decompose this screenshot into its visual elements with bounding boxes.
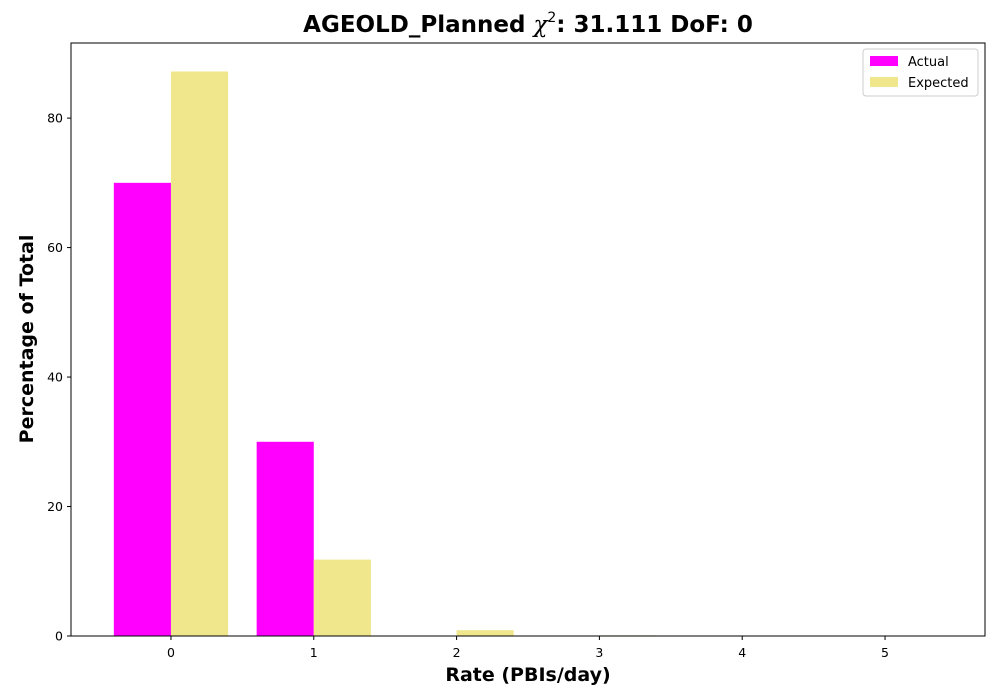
plot-frame (70, 42, 986, 637)
x-tick-label: 5 (881, 645, 889, 660)
chart-title-prefix: AGEOLD_Planned (303, 12, 533, 38)
y-tick-label: 40 (47, 370, 63, 385)
chart-title: AGEOLD_Planned χ2: 31.111 DoF: 0 (303, 10, 753, 38)
y-tick-label: 60 (47, 240, 63, 255)
y-axis-ticks: 0 20 40 60 80 (47, 111, 71, 644)
y-tick-label: 0 (55, 629, 63, 644)
x-tick-label: 0 (167, 645, 175, 660)
x-tick-label: 2 (453, 645, 461, 660)
chart-title-suffix: : 31.111 DoF: 0 (556, 12, 753, 38)
x-tick-label: 3 (595, 645, 603, 660)
x-tick-label: 1 (310, 645, 318, 660)
x-axis-ticks: 0 1 2 3 4 5 (167, 636, 889, 660)
y-axis-label: Percentage of Total (16, 235, 38, 444)
legend-swatch-actual (870, 56, 898, 66)
x-axis-label: Rate (PBIs/day) (445, 664, 610, 686)
bars-group (113, 71, 657, 637)
x-tick-label: 4 (738, 645, 746, 660)
legend: Actual Expected (862, 48, 979, 97)
legend-label-expected: Expected (908, 76, 969, 91)
y-tick-label: 20 (47, 499, 63, 514)
chart-title-sup: 2 (547, 10, 556, 26)
bar-expected-0 (170, 71, 229, 636)
legend-swatch-expected (870, 77, 898, 87)
bar-actual-1 (256, 441, 314, 636)
bar-expected-2 (456, 630, 514, 636)
bar-actual-0 (113, 182, 171, 637)
bar-expected-1 (313, 559, 371, 636)
chart-title-chi: χ (531, 12, 549, 38)
y-tick-label: 80 (47, 111, 63, 126)
legend-label-actual: Actual (908, 55, 949, 70)
